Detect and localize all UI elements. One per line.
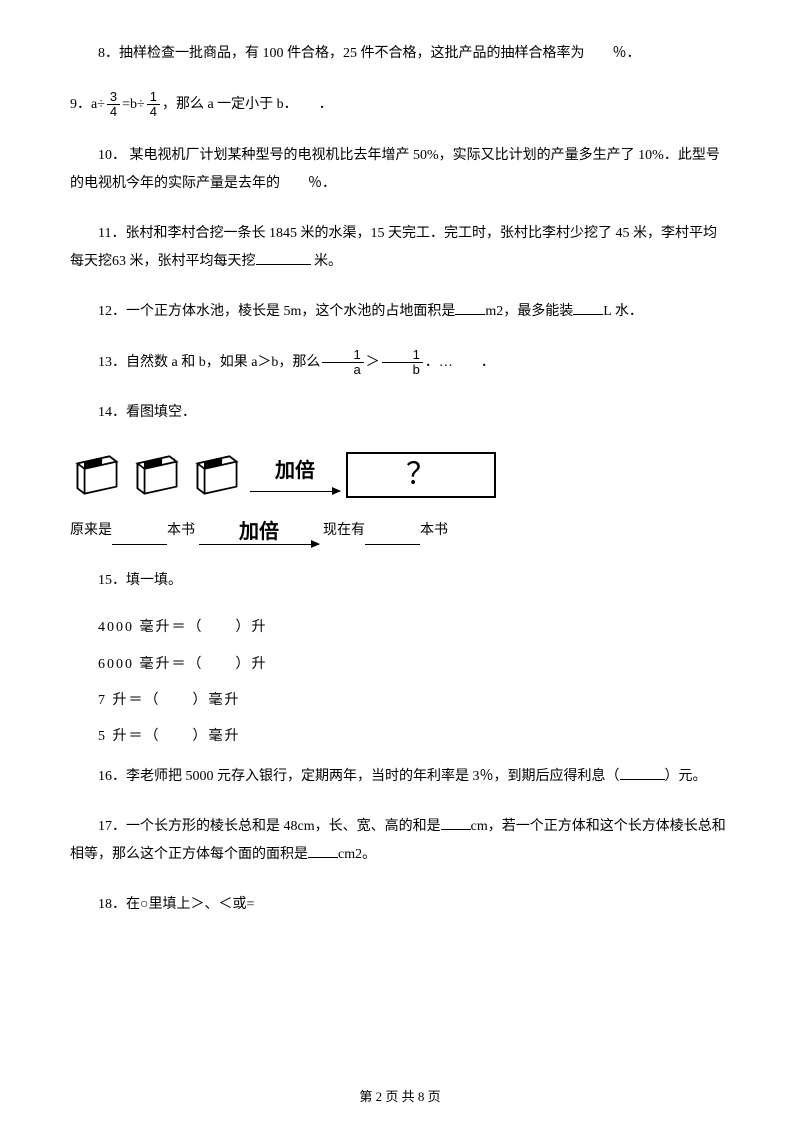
q14-l2d: 本书 bbox=[420, 517, 448, 545]
q15-sub4: 5 升＝（ ）毫升 bbox=[70, 726, 730, 748]
q9-text-a: ．a÷ bbox=[77, 97, 105, 112]
q17-num: 17 bbox=[98, 819, 112, 834]
q9-text-d: ． bbox=[319, 97, 333, 112]
arrow-double-inline: 加倍 bbox=[199, 522, 319, 545]
q11-text-a: ．张村和李村合挖一条长 1845 米的水渠，15 天完工．完工时，张村比李村少挖… bbox=[70, 226, 717, 269]
book-icon bbox=[70, 451, 124, 499]
q12-text-c: L 水． bbox=[603, 304, 643, 319]
question-17: 17．一个长方形的棱长总和是 48cm，长、宽、高的和是cm，若一个正方体和这个… bbox=[70, 813, 730, 869]
q14-text-a: ．看图填空． bbox=[112, 405, 196, 420]
q9-text-b: =b÷ bbox=[122, 97, 145, 112]
q15-sub3: 7 升＝（ ）毫升 bbox=[70, 690, 730, 712]
fraction-1-a: 1a bbox=[322, 348, 363, 378]
q13-num: 13 bbox=[98, 355, 112, 370]
fill-blank[interactable] bbox=[365, 531, 420, 545]
q16-num: 16 bbox=[98, 769, 112, 784]
q14-num: 14 bbox=[98, 405, 112, 420]
fraction-1-b: 1b bbox=[382, 348, 423, 378]
q8-text-b: ％． bbox=[613, 46, 641, 61]
question-8: 8．抽样检查一批商品，有 100 件合格，25 件不合格，这批产品的抽样合格率为… bbox=[70, 40, 730, 68]
q14-l2a: 原来是 bbox=[70, 517, 112, 545]
q14-l2c: 现在有 bbox=[323, 517, 365, 545]
fill-blank[interactable] bbox=[441, 816, 471, 830]
question-10: 10． 某电视机厂计划某种型号的电视机比去年增产 50%，实际又比计划的产量多生… bbox=[70, 142, 730, 198]
q15-num: 15 bbox=[98, 573, 112, 588]
page-footer: 第 2 页 共 8 页 bbox=[0, 1087, 800, 1108]
fill-blank[interactable] bbox=[455, 301, 485, 315]
q14-line2: 原来是 本书 加倍 现在有 本书 bbox=[70, 517, 730, 545]
q13-text-b: ．… bbox=[425, 355, 453, 370]
question-box: ？ bbox=[346, 452, 496, 498]
q13-text-c: ． bbox=[481, 355, 495, 370]
q12-num: 12 bbox=[98, 304, 112, 319]
question-18: 18．在○里填上＞、＜或= bbox=[70, 891, 730, 919]
q16-text-a: ．李老师把 5000 元存入银行，定期两年，当时的年利率是 3％，到期后应得利息… bbox=[112, 769, 620, 784]
book-figure-row: 加倍 ？ bbox=[70, 451, 730, 499]
question-11: 11．张村和李村合挖一条长 1845 米的水渠，15 天完工．完工时，张村比李村… bbox=[70, 220, 730, 276]
footer-text: 第 2 页 共 8 页 bbox=[359, 1089, 440, 1104]
question-mark: ？ bbox=[406, 451, 436, 499]
question-16: 16．李老师把 5000 元存入银行，定期两年，当时的年利率是 3％，到期后应得… bbox=[70, 763, 730, 791]
fill-blank[interactable] bbox=[112, 531, 167, 545]
q16-text-b: ）元。 bbox=[665, 769, 707, 784]
gt-sign: ＞ bbox=[366, 355, 380, 370]
q10-text: ． 某电视机厂计划某种型号的电视机比去年增产 50%，实际又比计划的产量多生产了… bbox=[70, 148, 720, 191]
question-15: 15．填一填。 bbox=[70, 567, 730, 595]
q15-text-a: ．填一填。 bbox=[112, 573, 182, 588]
fraction-1-4: 14 bbox=[147, 90, 160, 120]
q12-text-a: ．一个正方体水池，棱长是 5m，这个水池的占地面积是 bbox=[112, 304, 455, 319]
q8-text-a: ．抽样检查一批商品，有 100 件合格，25 件不合格，这批产品的抽样合格率为 bbox=[105, 46, 585, 61]
q13-text-a: ．自然数 a 和 b，如果 a＞b，那么 bbox=[112, 355, 320, 370]
q14-l2b: 本书 bbox=[167, 517, 195, 545]
book-icon bbox=[130, 451, 184, 499]
q11-num: 11 bbox=[98, 226, 111, 241]
fill-blank[interactable] bbox=[308, 844, 338, 858]
book-icon bbox=[190, 451, 244, 499]
q8-num: 8 bbox=[98, 46, 105, 61]
question-12: 12．一个正方体水池，棱长是 5m，这个水池的占地面积是 m2，最多能装 L 水． bbox=[70, 298, 730, 326]
question-13: 13．自然数 a 和 b，如果 a＞b，那么1a＞1b．… ． bbox=[70, 348, 730, 378]
q15-sub2: 6000 毫升＝（ ）升 bbox=[70, 654, 730, 676]
fraction-3-4: 34 bbox=[107, 90, 120, 120]
q9-num: 9 bbox=[70, 97, 77, 112]
fill-blank[interactable] bbox=[573, 301, 603, 315]
q17-text-c: cm2。 bbox=[338, 847, 376, 862]
fill-blank[interactable] bbox=[256, 251, 311, 265]
q10-num: 10 bbox=[98, 148, 112, 163]
fill-blank[interactable] bbox=[620, 766, 665, 780]
q12-text-b: m2，最多能装 bbox=[485, 304, 573, 319]
q18-num: 18 bbox=[98, 897, 112, 912]
question-14: 14．看图填空． bbox=[70, 399, 730, 427]
arrow-double: 加倍 bbox=[250, 459, 340, 492]
q9-text-c: ，那么 a 一定小于 b． bbox=[162, 97, 291, 112]
q18-text-a: ．在○里填上＞、＜或= bbox=[112, 897, 254, 912]
q15-sub1: 4000 毫升＝（ ）升 bbox=[70, 617, 730, 639]
q17-text-a: ．一个长方形的棱长总和是 48cm，长、宽、高的和是 bbox=[112, 819, 441, 834]
question-9: 9．a÷34=b÷14，那么 a 一定小于 b． ． bbox=[70, 90, 730, 120]
q11-text-b: 米。 bbox=[311, 254, 343, 269]
arrow-label: 加倍 bbox=[275, 455, 315, 487]
